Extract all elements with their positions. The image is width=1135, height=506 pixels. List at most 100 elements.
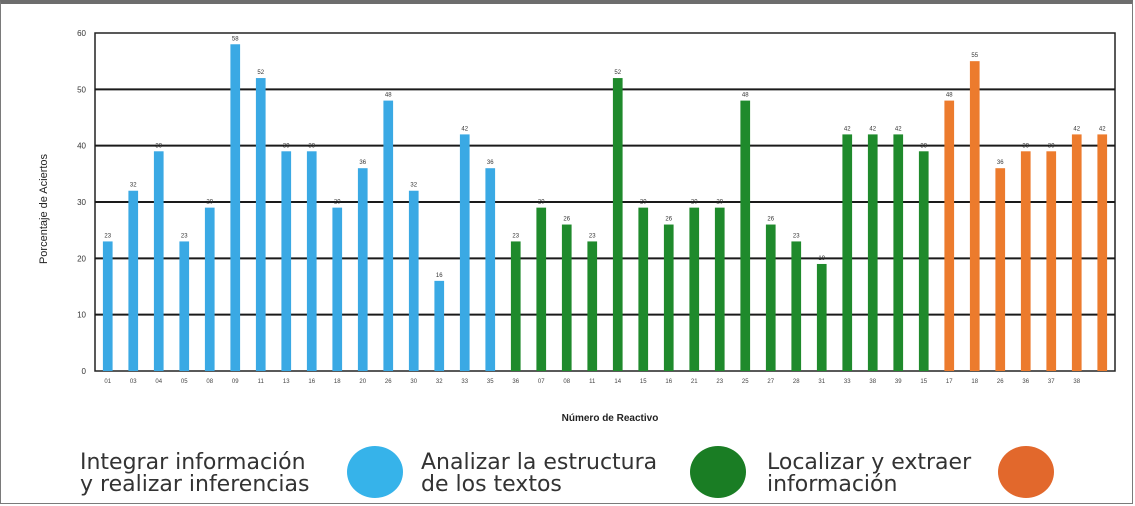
x-tick-label: 20 (359, 379, 366, 385)
x-tick-label: 15 (640, 379, 647, 385)
bar-value-label: 23 (181, 233, 188, 239)
bar-value-label: 26 (767, 217, 774, 223)
bar (1046, 151, 1057, 371)
legend-text-analizar: Analizar la estructura de los textos (421, 452, 657, 496)
x-tick-label: 27 (767, 379, 774, 385)
bar-value-label: 39 (1048, 143, 1055, 149)
bar (357, 168, 368, 371)
legend-swatch-localizar (998, 446, 1054, 498)
x-tick-label: 09 (232, 379, 239, 385)
bar (255, 78, 266, 372)
bar (434, 280, 445, 371)
bar (587, 241, 598, 371)
bar-value-label: 48 (385, 93, 392, 99)
bar (561, 224, 572, 371)
bar (383, 100, 394, 371)
x-tick-label: 05 (181, 379, 188, 385)
bar (332, 207, 343, 371)
bar-value-label: 36 (997, 160, 1004, 166)
y-tick-label: 0 (82, 367, 87, 376)
bar (102, 241, 113, 371)
bar-value-label: 29 (538, 200, 545, 206)
y-tick-label: 40 (77, 142, 86, 151)
legend-label-line2: y realizar inferencias (80, 472, 310, 497)
bar (1071, 134, 1082, 371)
legend-label-line1: Localizar y extraer (767, 450, 972, 475)
x-tick-label: 36 (512, 379, 519, 385)
bar (791, 241, 802, 371)
bar (179, 241, 190, 371)
x-tick-label: 37 (1048, 379, 1055, 385)
y-tick-label: 50 (77, 85, 86, 94)
bar (536, 207, 547, 371)
x-tick-label: 21 (691, 379, 698, 385)
bar-value-label: 36 (487, 160, 494, 166)
x-tick-label: 39 (895, 379, 902, 385)
bar-value-label: 52 (257, 70, 264, 76)
bar-value-label: 42 (461, 126, 468, 132)
bar-value-label: 23 (793, 233, 800, 239)
bar (230, 44, 241, 372)
bar-value-label: 19 (818, 256, 825, 262)
bar-value-label: 23 (104, 233, 111, 239)
x-tick-label: 13 (283, 379, 290, 385)
x-tick-label: 01 (104, 379, 111, 385)
x-tick-label: 08 (206, 379, 213, 385)
bar-value-label: 23 (512, 233, 519, 239)
bar (663, 224, 674, 371)
bar (485, 168, 496, 371)
bar (893, 134, 904, 371)
bar (459, 134, 470, 371)
x-tick-label: 14 (614, 379, 621, 385)
x-tick-label: 18 (971, 379, 978, 385)
y-axis-label: Porcentaje de Aciertos (38, 153, 50, 264)
bar (765, 224, 776, 371)
bar (281, 151, 292, 371)
bar (969, 61, 980, 372)
bar-value-label: 42 (1099, 126, 1106, 132)
bar-value-label: 52 (614, 70, 621, 76)
bar (638, 207, 649, 371)
bar-value-label: 23 (589, 233, 596, 239)
bar (867, 134, 878, 371)
x-tick-label: 17 (946, 379, 953, 385)
x-tick-label: 30 (410, 379, 417, 385)
bar-value-label: 32 (130, 183, 137, 189)
bar-value-label: 42 (895, 126, 902, 132)
x-tick-label: 11 (258, 379, 265, 385)
bar (816, 263, 827, 371)
x-tick-label: 26 (997, 379, 1004, 385)
bar-value-label: 55 (971, 53, 978, 59)
x-tick-label: 04 (155, 379, 162, 385)
bar-value-label: 48 (742, 93, 749, 99)
bar-value-label: 29 (640, 200, 647, 206)
x-tick-label: 36 (1022, 379, 1029, 385)
x-tick-label: 31 (818, 379, 825, 385)
legend-label-line2: información (767, 472, 898, 497)
bar (689, 207, 700, 371)
x-axis-label: Número de Reactivo (562, 413, 659, 424)
y-tick-label: 60 (77, 29, 86, 38)
bar (1020, 151, 1031, 371)
x-tick-label: 33 (461, 379, 468, 385)
bar-value-label: 26 (665, 217, 672, 223)
bar (408, 190, 419, 371)
bar-value-label: 29 (206, 200, 213, 206)
y-tick-label: 20 (77, 254, 86, 263)
x-tick-label: 23 (716, 379, 723, 385)
bar-value-label: 39 (155, 143, 162, 149)
x-tick-label: 26 (385, 379, 392, 385)
bar (714, 207, 725, 371)
legend-swatch-integrar (347, 446, 403, 498)
x-tick-label: 38 (869, 379, 876, 385)
x-tick-label: 11 (589, 379, 596, 385)
bar-value-label: 39 (1022, 143, 1029, 149)
bar-value-label: 42 (869, 126, 876, 132)
bar (128, 190, 139, 371)
bar-value-label: 42 (844, 126, 851, 132)
x-tick-label: 18 (334, 379, 341, 385)
y-tick-label: 30 (77, 198, 86, 207)
bar (510, 241, 521, 371)
bar (306, 151, 317, 371)
